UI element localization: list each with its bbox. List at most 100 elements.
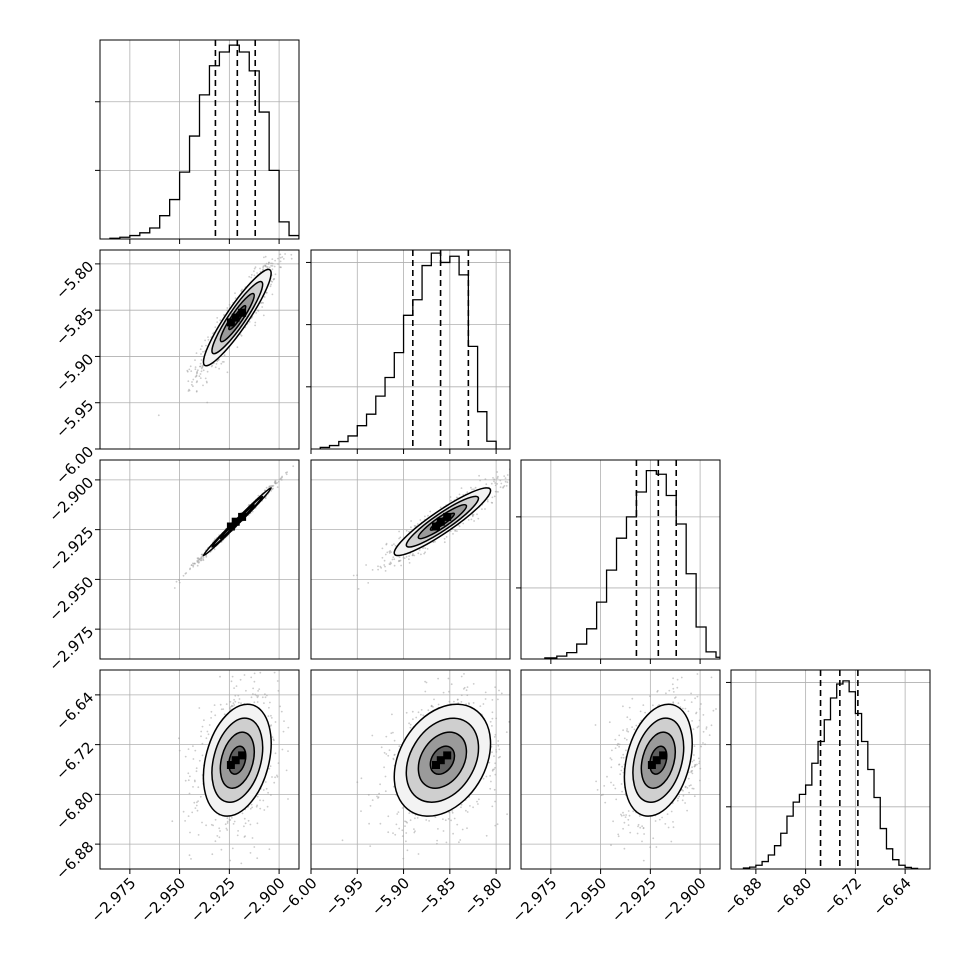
scatter-point [240,334,243,337]
panel-0-0 [95,39,300,244]
scatter-point [360,810,362,812]
scatter-point [224,823,227,826]
scatter-point [389,563,392,566]
scatter-point [259,267,261,270]
scatter-point [277,263,279,265]
scatter-point [600,794,603,797]
scatter-point [253,680,256,683]
scatter-point [266,805,269,808]
scatter-point [401,807,404,809]
scatter-point [369,805,372,807]
scatter-point [497,740,500,742]
scatter-point [393,564,396,567]
panel-frame [99,459,300,660]
scatter-point [282,248,284,250]
scatter-point [197,800,200,802]
scatter-point [408,722,410,725]
y-tick-label: −2.950 [45,573,97,625]
scatter-point [459,839,462,841]
panel-content [352,465,527,590]
scatter-point [277,762,280,764]
scatter-point [497,744,500,747]
scatter-point [243,674,246,676]
scatter-point [411,554,414,557]
scatter-point [698,757,700,760]
scatter-point [465,809,467,812]
scatter-point [387,831,390,834]
scatter-point [214,818,217,821]
scatter-point [194,368,197,371]
scatter-point [417,711,420,714]
scatter-point [494,773,497,776]
scatter-point [191,811,194,814]
scatter-point [279,253,282,256]
scatter-point [398,530,400,533]
scatter-point [223,354,226,357]
scatter-point [393,739,396,742]
scatter-point [187,380,190,383]
scatter-point [225,827,228,830]
scatter-point [387,754,390,757]
scatter-point [453,700,455,703]
scatter-point [424,515,426,518]
scatter-point [424,547,427,550]
density-peak-cell [231,313,240,322]
scatter-point [377,568,379,571]
scatter-point [398,560,401,562]
scatter-point [395,823,398,826]
scatter-point [193,801,196,804]
scatter-point [250,276,253,279]
scatter-point [178,579,180,581]
scatter-point [525,465,527,467]
scatter-point [408,530,410,533]
scatter-point [253,270,255,273]
scatter-point [255,805,258,808]
scatter-point [192,565,195,568]
scatter-point [490,780,492,783]
scatter-point [264,255,267,258]
scatter-point [279,705,281,708]
scatter-point [254,321,257,324]
scatter-point [423,552,426,555]
scatter-point [484,478,487,480]
scatter-point [244,822,247,825]
scatter-point [404,825,406,827]
scatter-point [201,364,204,367]
scatter-point [256,822,259,825]
scatter-point [213,704,216,706]
scatter-point [352,574,355,577]
scatter-point [239,333,242,336]
panel-frame [310,249,511,450]
scatter-point [498,689,500,692]
scatter-point [250,803,253,806]
scatter-point [200,735,202,738]
scatter-point [212,824,215,827]
scatter-point [195,381,198,384]
scatter-point [277,257,279,260]
scatter-point [488,761,491,764]
scatter-point [470,486,472,489]
scatter-point [493,478,496,481]
scatter-point [264,693,266,696]
scatter-point [198,759,201,762]
scatter-point [491,769,494,772]
scatter-point [265,787,268,790]
scatter-point [614,747,617,749]
scatter-point [447,677,450,680]
scatter-point [266,266,269,268]
scatter-point [400,564,402,567]
scatter-point [491,725,493,727]
scatter-point [500,692,503,695]
scatter-point [447,818,450,820]
scatter-point [420,553,422,556]
scatter-point [293,245,295,247]
scatter-point [398,827,401,830]
scatter-point [445,841,448,844]
scatter-point [254,324,256,327]
scatter-point [672,701,675,704]
scatter-point [200,556,203,559]
scatter-point [360,777,363,780]
scatter-point [276,775,279,778]
scatter-point [498,748,501,751]
scatter-point [252,687,255,690]
